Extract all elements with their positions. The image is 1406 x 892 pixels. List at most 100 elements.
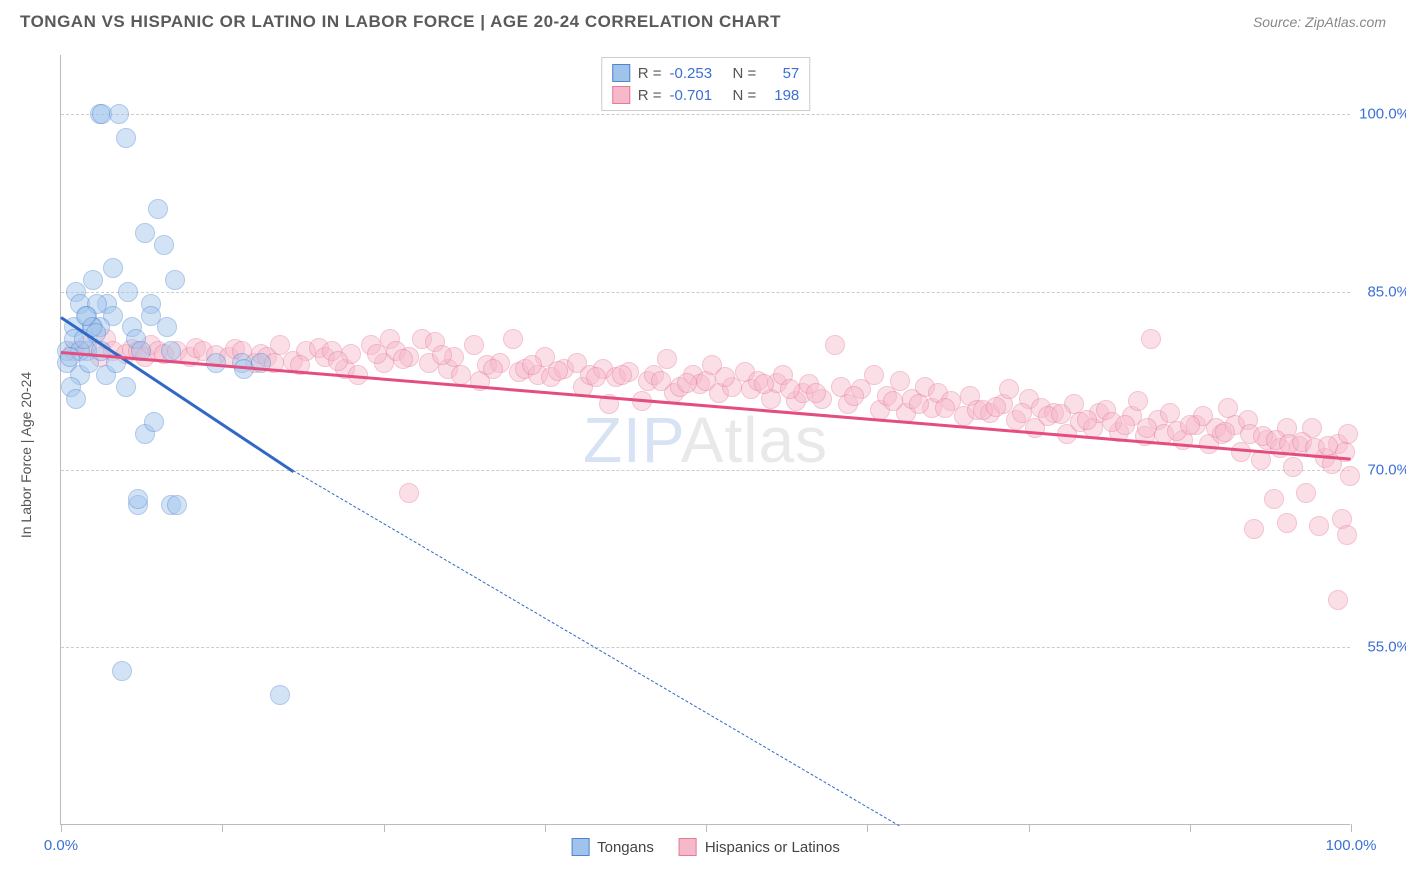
legend-row: R = -0.701 N = 198 (612, 84, 800, 106)
r-label: R = (638, 65, 662, 82)
data-point (612, 365, 632, 385)
data-point (109, 104, 129, 124)
data-point (128, 489, 148, 509)
legend-item: Hispanics or Latinos (679, 838, 840, 856)
legend-swatch (612, 64, 630, 82)
data-point (1051, 404, 1071, 424)
data-point (270, 685, 290, 705)
data-point (76, 306, 96, 326)
r-label: R = (638, 87, 662, 104)
legend-label: Hispanics or Latinos (705, 839, 840, 856)
data-point (825, 335, 845, 355)
data-point (522, 355, 542, 375)
plot-area: ZIPAtlas R =-0.253N =57R =-0.701N =198 T… (60, 55, 1350, 825)
data-point (1337, 525, 1357, 545)
x-tick (867, 824, 868, 832)
data-point (112, 661, 132, 681)
chart-title: TONGAN VS HISPANIC OR LATINO IN LABOR FO… (20, 12, 781, 32)
y-tick-label: 100.0% (1359, 106, 1406, 123)
r-value: -0.701 (670, 87, 725, 104)
n-label: N = (733, 87, 757, 104)
data-point (399, 483, 419, 503)
n-value: 198 (764, 87, 799, 104)
x-tick (222, 824, 223, 832)
data-point (60, 347, 80, 367)
y-tick-label: 55.0% (1367, 639, 1406, 656)
gridline (61, 114, 1350, 115)
data-point (66, 389, 86, 409)
data-point (1340, 466, 1360, 486)
data-point (103, 258, 123, 278)
data-point (909, 394, 929, 414)
series-legend: Tongans Hispanics or Latinos (571, 838, 840, 856)
data-point (393, 349, 413, 369)
x-tick (1351, 824, 1352, 832)
data-point (1283, 457, 1303, 477)
x-tick-label: 0.0% (44, 837, 78, 854)
source-label: Source: ZipAtlas.com (1253, 14, 1386, 30)
n-label: N = (733, 65, 757, 82)
data-point (1328, 590, 1348, 610)
data-point (118, 282, 138, 302)
data-point (1309, 516, 1329, 536)
x-tick (384, 824, 385, 832)
legend-row: R = -0.253 N = 57 (612, 62, 800, 84)
data-point (367, 344, 387, 364)
data-point (1077, 410, 1097, 430)
legend-item: Tongans (571, 838, 654, 856)
chart-header: TONGAN VS HISPANIC OR LATINO IN LABOR FO… (0, 0, 1406, 40)
data-point (1128, 391, 1148, 411)
data-point (1318, 436, 1338, 456)
data-point (1115, 415, 1135, 435)
y-axis-label: In Labor Force | Age 20-24 (18, 372, 34, 538)
x-tick (1029, 824, 1030, 832)
data-point (116, 128, 136, 148)
data-point (1141, 329, 1161, 349)
data-point (844, 386, 864, 406)
data-point (503, 329, 523, 349)
data-point (167, 495, 187, 515)
data-point (1277, 513, 1297, 533)
x-tick (1190, 824, 1191, 832)
data-point (483, 359, 503, 379)
data-point (806, 383, 826, 403)
watermark-zip: ZIP (583, 404, 681, 476)
gridline (61, 470, 1350, 471)
data-point (144, 412, 164, 432)
r-value: -0.253 (670, 65, 725, 82)
data-point (715, 367, 735, 387)
legend-swatch (612, 86, 630, 104)
chart-container: In Labor Force | Age 20-24 ZIPAtlas R =-… (20, 45, 1386, 865)
data-point (135, 223, 155, 243)
data-point (464, 335, 484, 355)
data-point (1264, 489, 1284, 509)
n-value: 57 (764, 65, 799, 82)
data-point (1180, 415, 1200, 435)
x-tick (545, 824, 546, 832)
data-point (1215, 422, 1235, 442)
data-point (148, 199, 168, 219)
data-point (586, 367, 606, 387)
data-point (864, 365, 884, 385)
data-point (780, 379, 800, 399)
data-point (883, 391, 903, 411)
data-point (657, 349, 677, 369)
data-point (651, 371, 671, 391)
data-point (116, 377, 136, 397)
data-point (890, 371, 910, 391)
data-point (1338, 424, 1358, 444)
data-point (677, 373, 697, 393)
data-point (1012, 403, 1032, 423)
data-point (165, 270, 185, 290)
data-point (548, 361, 568, 381)
data-point (1137, 418, 1157, 438)
x-tick-label: 100.0% (1326, 837, 1377, 854)
data-point (999, 379, 1019, 399)
legend-swatch (571, 838, 589, 856)
data-point (161, 341, 181, 361)
data-point (83, 270, 103, 290)
y-tick-label: 70.0% (1367, 461, 1406, 478)
correlation-legend: R = -0.253 N = 57 R = -0.701 N = 198 (601, 57, 811, 111)
data-point (328, 351, 348, 371)
data-point (1296, 483, 1316, 503)
